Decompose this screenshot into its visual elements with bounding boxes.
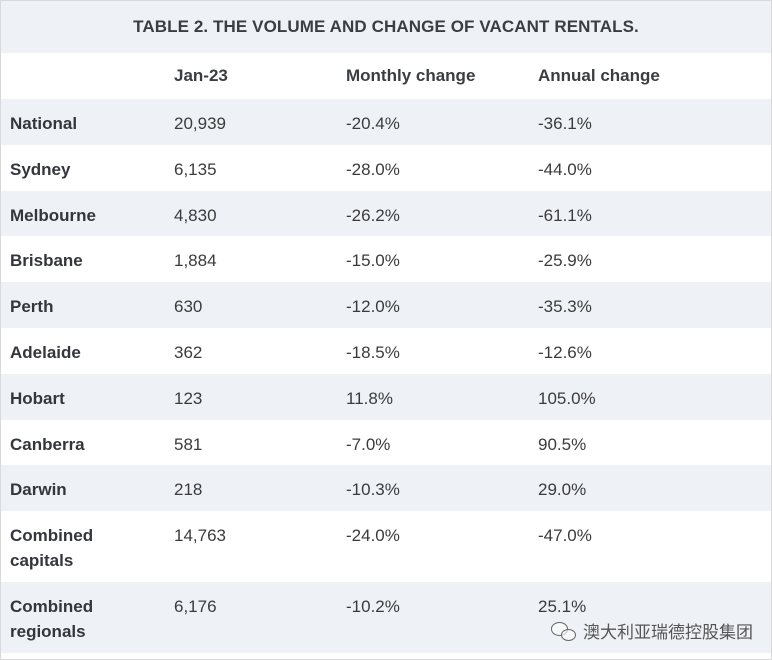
jan23-cell: 14,763: [165, 511, 337, 583]
wechat-icon: [551, 621, 577, 641]
region-cell: Sydney: [1, 144, 165, 191]
region-cell: Adelaide: [1, 327, 165, 374]
jan23-cell: 20,939: [165, 99, 337, 145]
jan23-cell: 6,176: [165, 582, 337, 654]
monthly-change-cell: -7.0%: [337, 419, 529, 466]
monthly-change-cell: -20.4%: [337, 99, 529, 145]
monthly-change-cell: -12.0%: [337, 282, 529, 328]
monthly-change-cell: -28.0%: [337, 144, 529, 191]
watermark-text: 澳大利亚瑞德控股集团: [583, 623, 753, 642]
jan23-cell: 630: [165, 282, 337, 328]
table-row: Hobart 123 11.8% 105.0%: [1, 373, 771, 420]
header-region: [1, 53, 165, 99]
jan23-cell: 218: [165, 465, 337, 512]
region-cell: Perth: [1, 282, 165, 328]
region-cell: Canberra: [1, 419, 165, 466]
annual-change-cell: -25.9%: [529, 236, 771, 283]
monthly-change-cell: -24.0%: [337, 511, 529, 583]
monthly-change-cell: -10.3%: [337, 465, 529, 512]
table-row: Combined capitals 14,763 -24.0% -47.0%: [1, 511, 771, 583]
monthly-change-cell: -15.0%: [337, 236, 529, 283]
annual-change-cell: -47.0%: [529, 511, 771, 583]
vacant-rentals-table: Jan-23 Monthly change Annual change Nati…: [1, 53, 771, 654]
jan23-cell: 1,884: [165, 236, 337, 283]
monthly-change-cell: 11.8%: [337, 373, 529, 420]
table-row: Melbourne 4,830 -26.2% -61.1%: [1, 190, 771, 237]
annual-change-cell: -12.6%: [529, 327, 771, 374]
jan23-cell: 4,830: [165, 190, 337, 237]
region-cell: Brisbane: [1, 236, 165, 283]
annual-change-cell: 29.0%: [529, 465, 771, 512]
monthly-change-cell: -10.2%: [337, 582, 529, 654]
table-row: Combined regionals 6,176 -10.2% 25.1%: [1, 582, 771, 654]
region-cell: Darwin: [1, 465, 165, 512]
jan23-cell: 362: [165, 327, 337, 374]
table-row: National 20,939 -20.4% -36.1%: [1, 99, 771, 145]
region-cell: Combined capitals: [1, 511, 165, 583]
annual-change-cell: -61.1%: [529, 190, 771, 237]
table-row: Sydney 6,135 -28.0% -44.0%: [1, 144, 771, 191]
region-cell: National: [1, 99, 165, 145]
monthly-change-cell: -26.2%: [337, 190, 529, 237]
header-monthly-change: Monthly change: [337, 53, 529, 99]
title-bar: TABLE 2. THE VOLUME AND CHANGE OF VACANT…: [1, 1, 771, 53]
table-row: Brisbane 1,884 -15.0% -25.9%: [1, 236, 771, 283]
table-title: TABLE 2. THE VOLUME AND CHANGE OF VACANT…: [133, 17, 639, 36]
jan23-cell: 581: [165, 419, 337, 466]
region-cell: Melbourne: [1, 190, 165, 237]
header-row: Jan-23 Monthly change Annual change: [1, 53, 771, 99]
jan23-cell: 6,135: [165, 144, 337, 191]
region-cell: Hobart: [1, 373, 165, 420]
jan23-cell: 123: [165, 373, 337, 420]
monthly-change-cell: -18.5%: [337, 327, 529, 374]
annual-change-cell: -36.1%: [529, 99, 771, 145]
annual-change-cell: -35.3%: [529, 282, 771, 328]
annual-change-cell: 25.1%: [529, 582, 771, 654]
table-row: Adelaide 362 -18.5% -12.6%: [1, 327, 771, 374]
watermark: 澳大利亚瑞德控股集团: [551, 618, 753, 643]
table-row: Darwin 218 -10.3% 29.0%: [1, 465, 771, 512]
header-annual-change: Annual change: [529, 53, 771, 99]
region-cell: Combined regionals: [1, 582, 165, 654]
table-row: Canberra 581 -7.0% 90.5%: [1, 419, 771, 466]
annual-change-cell: 90.5%: [529, 419, 771, 466]
annual-change-cell: 105.0%: [529, 373, 771, 420]
annual-change-cell: -44.0%: [529, 144, 771, 191]
table-row: Perth 630 -12.0% -35.3%: [1, 282, 771, 328]
header-jan23: Jan-23: [165, 53, 337, 99]
